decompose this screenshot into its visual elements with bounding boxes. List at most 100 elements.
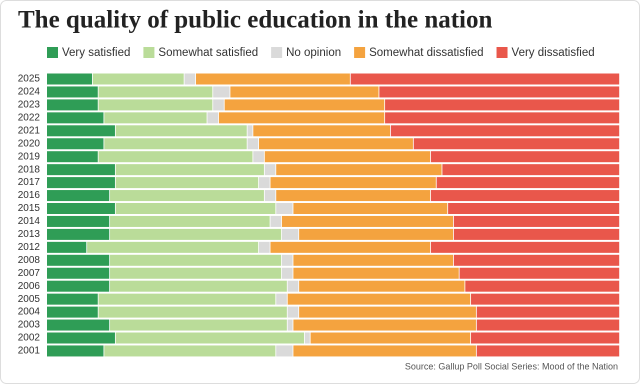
- bar-segment: [110, 215, 270, 227]
- bar-segment: [465, 280, 620, 292]
- bar-segment: [430, 241, 620, 253]
- bar-segment: [224, 99, 385, 111]
- bar-segment: [276, 190, 431, 202]
- y-tick-label: 2007: [18, 268, 41, 279]
- bar-segment: [276, 203, 293, 214]
- bar-segment: [310, 332, 471, 344]
- bar-segment: [276, 293, 287, 305]
- bar-segment: [385, 99, 620, 111]
- bar-segment: [471, 332, 620, 344]
- bar-segment: [47, 177, 115, 189]
- bar-segment: [47, 293, 98, 305]
- bar-segment: [98, 99, 213, 111]
- y-tick-label: 2022: [18, 112, 41, 123]
- y-tick-label: 2021: [18, 125, 41, 136]
- legend-swatch: [354, 47, 366, 58]
- bar-segment: [253, 151, 264, 163]
- y-tick-label: 2025: [18, 74, 41, 85]
- y-tick-label: 2017: [18, 177, 41, 188]
- bar-segment: [390, 125, 620, 137]
- legend-swatch: [143, 47, 155, 58]
- bar-segment: [47, 138, 104, 150]
- bar-segment: [287, 319, 293, 331]
- bar-segment: [287, 293, 471, 305]
- bar-segment: [47, 73, 93, 85]
- y-tick-label: 2001: [18, 346, 41, 357]
- bar-segment: [259, 177, 270, 189]
- bar-segment: [115, 203, 276, 214]
- y-tick-label: 2019: [18, 151, 41, 162]
- bar-segment: [293, 254, 454, 266]
- bar-segment: [47, 345, 104, 357]
- bar-segment: [47, 112, 104, 124]
- bar-segment: [47, 190, 110, 202]
- bar-segment: [471, 293, 620, 305]
- bar-segment: [213, 99, 224, 111]
- y-tick-label: 2004: [18, 307, 41, 318]
- y-tick-label: 2024: [18, 87, 41, 98]
- bar-segment: [115, 332, 305, 344]
- bar-segment: [430, 190, 620, 202]
- bar-segment: [47, 125, 115, 137]
- source: Source: Gallup Poll Social Series: Mood …: [405, 361, 618, 371]
- bar-segment: [115, 164, 264, 176]
- bar-segment: [476, 319, 620, 331]
- bar-segment: [47, 280, 110, 292]
- bar-segment: [47, 86, 98, 98]
- legend-label: Very dissatisfied: [512, 47, 595, 59]
- bar-segment: [115, 177, 259, 189]
- bar-segment: [184, 73, 196, 85]
- bar-segment: [453, 215, 620, 227]
- bar-segment: [195, 73, 350, 85]
- bar-segment: [98, 306, 287, 318]
- bar-segment: [47, 319, 110, 331]
- y-tick-label: 2016: [18, 190, 41, 201]
- bar-segment: [213, 86, 230, 98]
- bar-segment: [247, 138, 259, 150]
- bar-segment: [47, 306, 98, 318]
- bar-segment: [281, 215, 454, 227]
- bar-segment: [287, 306, 299, 318]
- bar-segment: [413, 138, 620, 150]
- bar-segment: [270, 177, 436, 189]
- bar-segment: [110, 267, 282, 279]
- y-tick-label: 2014: [18, 216, 41, 227]
- y-tick-label: 2013: [18, 229, 41, 240]
- y-tick-label: 2023: [18, 100, 41, 111]
- chart-title: The quality of public education in the n…: [18, 7, 492, 34]
- bar-segment: [47, 215, 110, 227]
- legend-swatch: [47, 47, 58, 58]
- bar-segment: [47, 332, 115, 344]
- bar-segment: [281, 254, 293, 266]
- y-tick-label: 2018: [18, 164, 41, 175]
- y-tick-label: 2015: [18, 203, 41, 214]
- y-tick-label: 2003: [18, 320, 41, 331]
- bar-segment: [350, 73, 620, 85]
- bar-segment: [276, 345, 293, 357]
- bar-segment: [299, 306, 476, 318]
- bar-segment: [293, 267, 459, 279]
- bar-segment: [270, 241, 431, 253]
- bar-segment: [47, 99, 98, 111]
- legend-label: Somewhat satisfied: [158, 47, 258, 59]
- bar-segment: [476, 345, 620, 357]
- bar-segment: [264, 151, 431, 163]
- bar-segment: [287, 280, 299, 292]
- bar-segment: [453, 254, 620, 266]
- bar-segment: [270, 215, 282, 227]
- bar-segment: [293, 319, 476, 331]
- bar-segment: [442, 164, 620, 176]
- bar-segment: [218, 112, 385, 124]
- bar-segment: [304, 332, 310, 344]
- bar-segment: [207, 112, 219, 124]
- bar-segment: [110, 190, 264, 202]
- bar-segment: [104, 345, 276, 357]
- bar-segment: [276, 164, 442, 176]
- bar-segment: [110, 254, 282, 266]
- y-tick-label: 2008: [18, 255, 41, 266]
- bar-segment: [104, 112, 207, 124]
- legend-label: No opinion: [286, 47, 341, 59]
- bar-segment: [264, 190, 276, 202]
- bar-segment: [293, 345, 476, 357]
